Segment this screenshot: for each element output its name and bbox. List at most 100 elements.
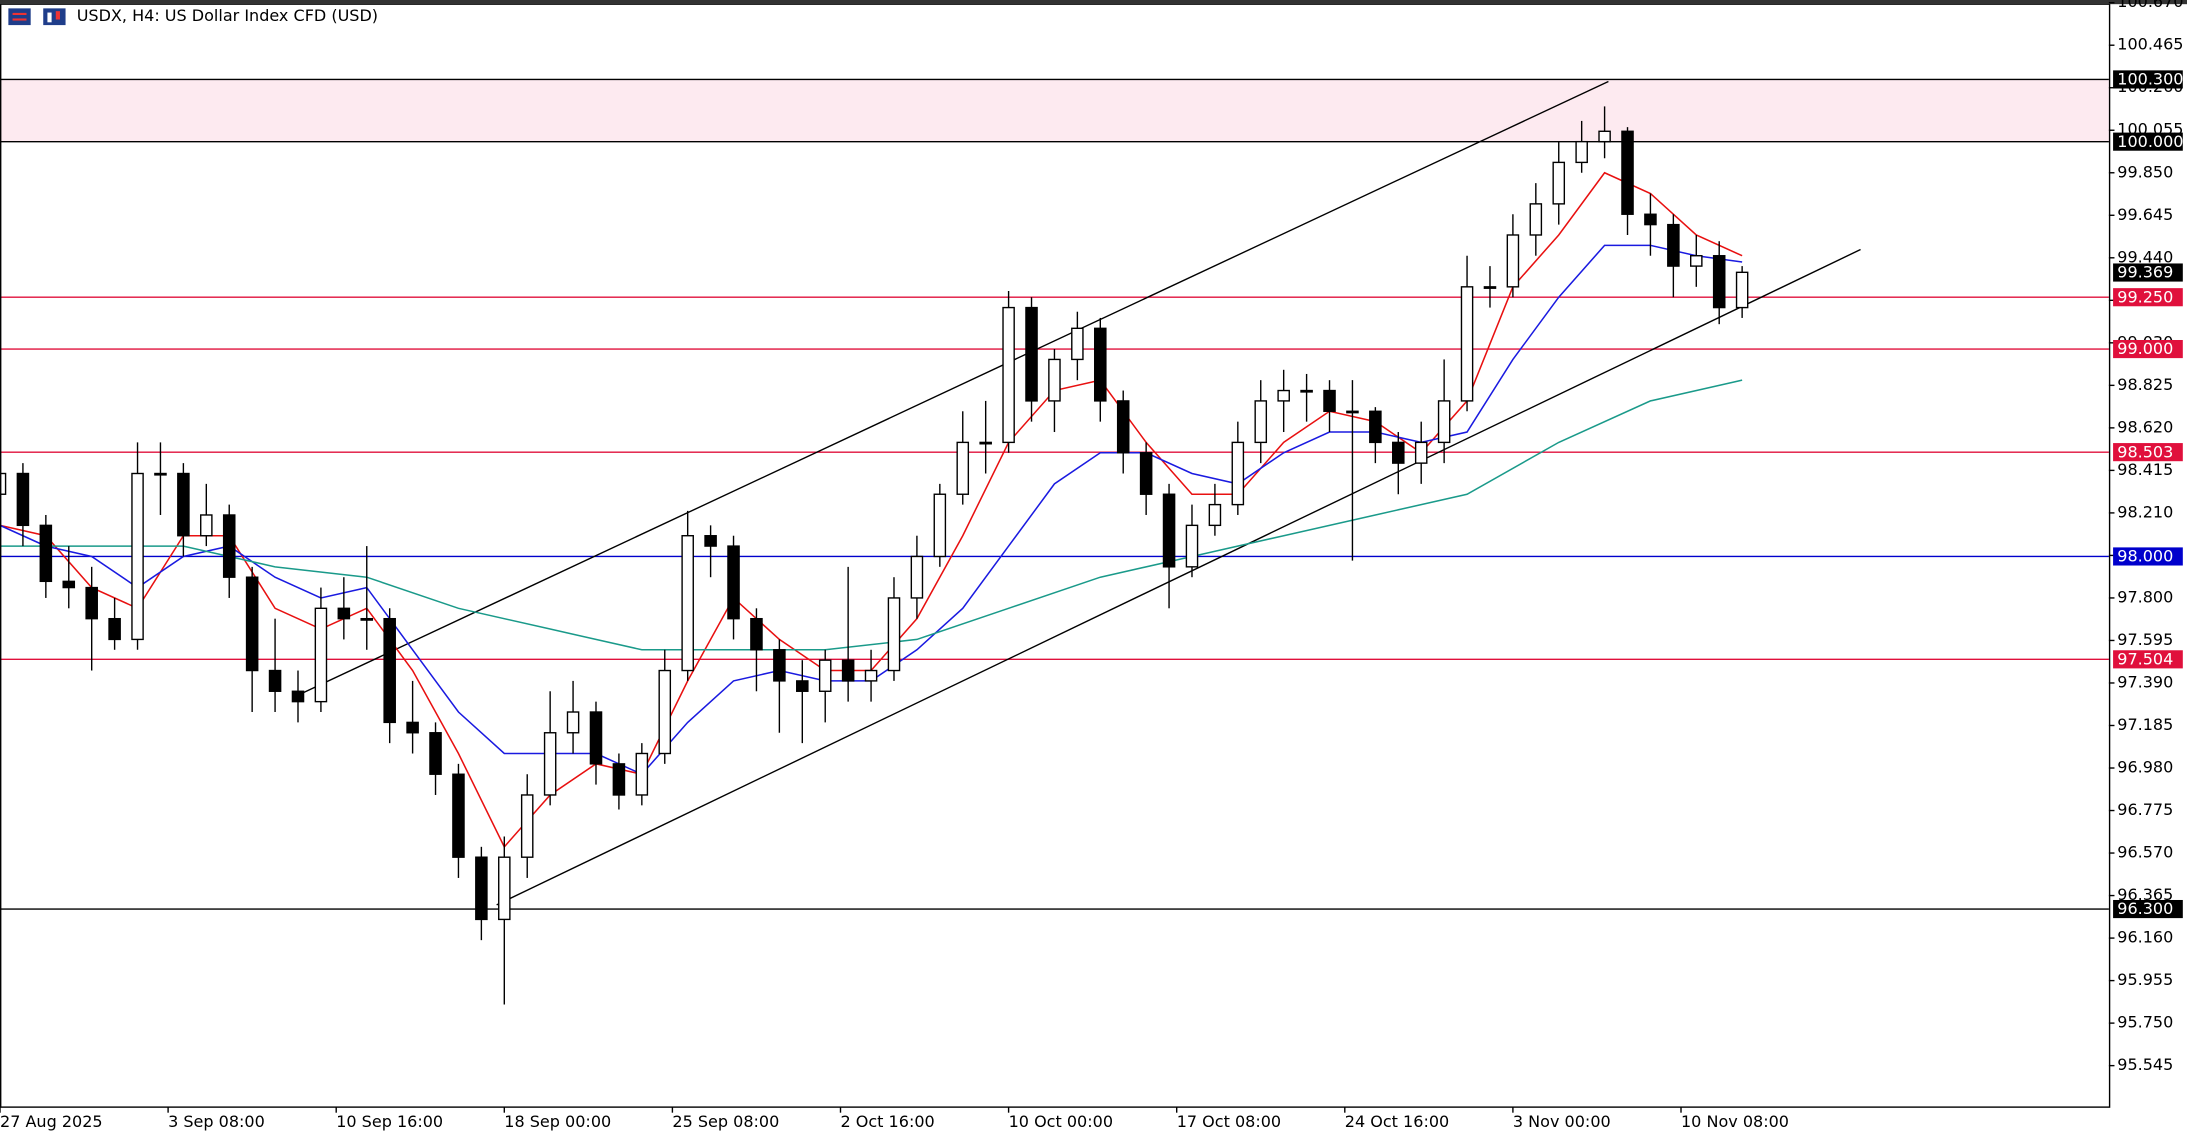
level-label: 97.504: [2117, 650, 2173, 669]
trendline: [301, 80, 1609, 694]
candle-body: [589, 711, 603, 765]
y-tick-label: 96.160: [2117, 928, 2173, 947]
level-label: 100.300: [2117, 70, 2183, 89]
level-label-box: [2113, 339, 2183, 359]
window-top-border: [0, 0, 2187, 5]
chart-type-icon-bar: [47, 12, 52, 23]
candle-body: [1552, 161, 1566, 205]
candle-body: [1460, 286, 1474, 402]
candle-body: [1735, 271, 1749, 309]
candle-body: [635, 752, 649, 796]
y-tick-label: 95.750: [2117, 1013, 2173, 1032]
candle-body: [1185, 524, 1199, 568]
candle-body: [1369, 410, 1382, 444]
y-tick-label: 98.210: [2117, 502, 2173, 521]
candle-body: [131, 472, 144, 641]
candle-body: [268, 669, 282, 692]
candle-body: [887, 597, 901, 672]
y-tick-label: 99.645: [2117, 205, 2173, 224]
y-tick-label: 97.390: [2117, 672, 2173, 691]
candle-body: [1712, 255, 1726, 309]
candle-body: [796, 680, 809, 692]
candle-body: [1208, 503, 1222, 527]
candle-body: [39, 524, 53, 583]
candle-body: [1414, 441, 1428, 464]
candle-body: [1277, 389, 1290, 402]
candle-body: [383, 617, 396, 724]
y-tick-label: 99.850: [2117, 162, 2173, 181]
level-label: 96.300: [2117, 899, 2173, 918]
level-label: 98.000: [2117, 547, 2173, 566]
candle-body: [1094, 327, 1107, 402]
candle-body: [979, 441, 992, 445]
x-tick-label: 10 Sep 16:00: [336, 1112, 443, 1131]
candle-body: [1690, 255, 1703, 267]
chart-title: USDX, H4: US Dollar Index CFD (USD): [77, 6, 378, 25]
candle-body: [704, 535, 717, 547]
level-label-box: [2113, 443, 2183, 462]
candle-body: [1598, 130, 1611, 143]
candle-body: [1323, 389, 1336, 412]
x-tick-label: 10 Oct 00:00: [1009, 1112, 1113, 1131]
x-tick-label: 18 Sep 00:00: [504, 1112, 611, 1131]
level-label: 99.250: [2117, 287, 2173, 306]
candle-body: [910, 555, 924, 599]
y-tick-label: 96.365: [2117, 885, 2173, 904]
chart-type-icon-bar: [55, 11, 60, 20]
candle-body: [154, 472, 167, 476]
y-tick-label: 97.185: [2117, 715, 2173, 734]
candle-body: [1048, 358, 1061, 402]
toolbar-icons[interactable]: [8, 8, 66, 26]
candle-body: [864, 669, 878, 682]
level-label-box: [2113, 132, 2183, 151]
candle-body: [222, 514, 236, 578]
candle-body: [612, 763, 626, 796]
candle-body: [337, 607, 351, 620]
y-tick-label: 100.465: [2117, 35, 2183, 54]
candle-body: [1346, 410, 1359, 414]
candle-body: [1116, 400, 1130, 454]
candle-body: [1231, 441, 1245, 506]
candle-body: [681, 535, 694, 672]
candle-body: [1002, 306, 1015, 444]
menu-icon[interactable]: [8, 8, 31, 26]
chart-type-icon[interactable]: [43, 8, 66, 26]
candle-body: [0, 472, 7, 495]
y-tick-label: 96.570: [2117, 843, 2173, 862]
candle-body: [1300, 389, 1313, 393]
plot-layer: [0, 78, 2109, 1005]
candle-body: [520, 794, 534, 858]
candle-body: [1437, 400, 1451, 444]
candle-body: [543, 732, 557, 796]
x-tick-label: 10 Nov 08:00: [1681, 1112, 1789, 1131]
candle-body: [1575, 140, 1588, 164]
candle-body: [566, 711, 580, 734]
candle-body: [108, 617, 121, 641]
candle-body: [452, 773, 465, 858]
moving-average: [0, 379, 1743, 651]
x-tick-label: 27 Aug 2025: [0, 1112, 103, 1131]
x-tick-label: 2 Oct 16:00: [841, 1112, 935, 1131]
y-tick-label: 95.955: [2117, 970, 2173, 989]
candle-body: [1644, 213, 1657, 226]
candle-body: [200, 514, 213, 537]
candle-body: [291, 690, 305, 703]
candle-body: [62, 580, 76, 589]
level-label-box: [2113, 70, 2183, 89]
candle-body: [773, 649, 786, 682]
candle-body: [245, 576, 259, 672]
candle-body: [658, 669, 672, 755]
level-label-box: [2113, 650, 2183, 669]
candle-body: [1483, 286, 1497, 289]
y-tick-label: 96.775: [2117, 800, 2173, 819]
candle-body: [1254, 400, 1268, 444]
candle-body: [1529, 203, 1543, 236]
level-label-box: [2113, 288, 2183, 307]
candle-body: [841, 659, 855, 682]
price-zone: [0, 79, 2109, 142]
trendline: [496, 248, 1861, 906]
y-tick-label: 95.545: [2117, 1055, 2173, 1074]
x-tick-label: 17 Oct 08:00: [1177, 1112, 1281, 1131]
